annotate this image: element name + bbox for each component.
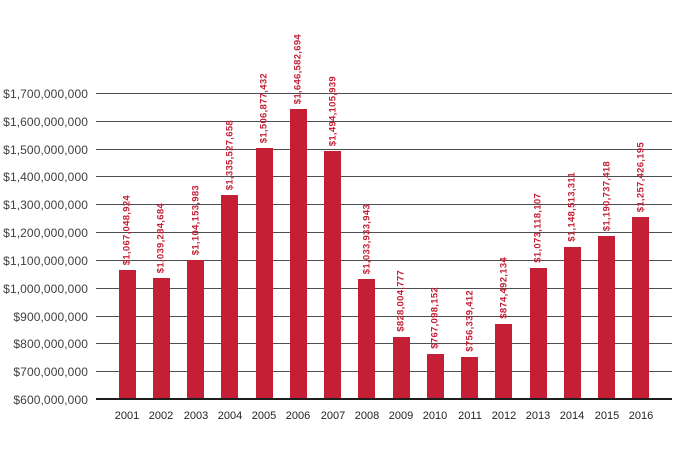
bar-2009 — [393, 337, 410, 400]
bar-2006 — [290, 109, 307, 400]
y-tick-label: $900,000,000 — [13, 310, 88, 324]
y-tick-label: $1,100,000,000 — [3, 254, 88, 268]
gridline — [96, 121, 672, 122]
x-tick-label: 2003 — [183, 410, 209, 422]
bar-2012 — [495, 324, 512, 400]
x-tick-label: 2013 — [525, 410, 551, 422]
gridline — [96, 371, 672, 372]
x-tick-label: 2009 — [388, 410, 414, 422]
x-tick-label: 2012 — [491, 410, 517, 422]
bar-2004 — [221, 195, 238, 400]
gridline — [96, 93, 672, 94]
bar-value-label: $1,506,877,432 — [258, 72, 270, 143]
y-tick-label: $1,200,000,000 — [3, 226, 88, 240]
bar-2002 — [153, 278, 170, 400]
y-tick-label: $800,000,000 — [13, 337, 88, 351]
bar-2015 — [598, 236, 615, 400]
bar-2001 — [119, 270, 136, 400]
y-tick-label: $700,000,000 — [13, 365, 88, 379]
plot-area: $1,067,048,924 $1,039,284,684 $1,104,153,9… — [96, 34, 672, 400]
bar-value-label: $1,104,153,983 — [190, 184, 202, 255]
bar-value-label: $828,004,777 — [395, 270, 407, 332]
y-tick-label: $600,000,000 — [13, 393, 88, 407]
bar-2013 — [530, 268, 547, 400]
bar-2010 — [427, 354, 444, 400]
y-tick-label: $1,000,000,000 — [3, 282, 88, 296]
bar-value-label: $1,335,527,658 — [224, 119, 236, 190]
bar-value-label: $767,098,152 — [429, 287, 441, 349]
gridline — [96, 343, 672, 344]
bar-value-label: $1,073,118,107 — [532, 193, 544, 263]
bar-value-label: $1,067,048,924 — [121, 194, 133, 265]
bar-2008 — [358, 279, 375, 400]
bar-2011 — [461, 357, 478, 400]
bar-2016 — [632, 217, 649, 400]
bar-value-label: $1,190,737,418 — [601, 160, 613, 231]
bar-value-label: $1,646,582,694 — [292, 33, 304, 104]
gridline — [96, 204, 672, 205]
bar-value-label: $1,257,426,195 — [635, 141, 647, 212]
bar-value-label: $1,033,933,943 — [361, 203, 373, 274]
bar-2014 — [564, 247, 581, 400]
gridline — [96, 149, 672, 150]
bar-value-label: $756,339,412 — [464, 290, 476, 352]
y-tick-label: $1,500,000,000 — [3, 143, 88, 157]
bar-value-label: $1,039,284,684 — [155, 202, 167, 273]
gridline — [96, 232, 672, 233]
bar-value-label: $874,492,134 — [498, 257, 510, 319]
bar-2003 — [187, 260, 204, 400]
bar-value-label: $1,148,513,311 — [566, 172, 578, 242]
gridline — [96, 288, 672, 289]
y-tick-label: $1,600,000,000 — [3, 115, 88, 129]
x-tick-label: 2005 — [251, 410, 277, 422]
x-tick-label: 2002 — [148, 410, 174, 422]
gridline — [96, 176, 672, 177]
y-tick-label: $1,300,000,000 — [3, 198, 88, 212]
x-tick-label: 2007 — [320, 410, 346, 422]
x-tick-label: 2001 — [114, 410, 140, 422]
y-tick-label: $1,400,000,000 — [3, 170, 88, 184]
x-axis-line — [96, 398, 672, 400]
bar-2005 — [256, 148, 273, 400]
x-tick-label: 2011 — [458, 410, 482, 422]
x-tick-label: 2004 — [217, 410, 243, 422]
gridline — [96, 316, 672, 317]
gridline — [96, 260, 672, 261]
x-tick-label: 2008 — [354, 410, 380, 422]
bar-2007 — [324, 151, 341, 400]
x-tick-label: 2015 — [594, 410, 620, 422]
x-tick-label: 2010 — [422, 410, 448, 422]
y-tick-label: $1,700,000,000 — [3, 87, 88, 101]
x-tick-label: 2014 — [559, 410, 585, 422]
x-tick-label: 2006 — [285, 410, 311, 422]
x-tick-label: 2016 — [628, 410, 654, 422]
bar-value-label: $1,494,105,939 — [327, 75, 339, 146]
